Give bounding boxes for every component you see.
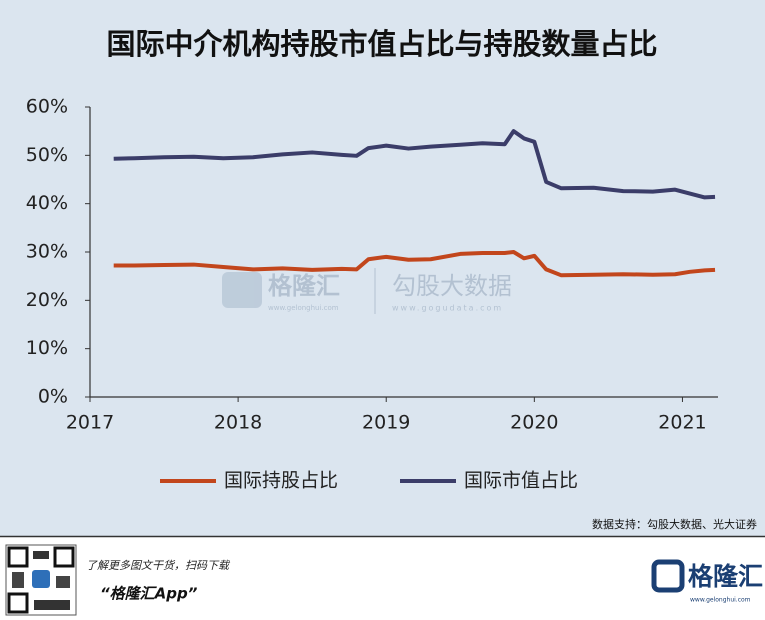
footer-app: “格隆汇App” [100, 585, 198, 603]
qr-module [56, 576, 70, 588]
qr-finder [7, 592, 29, 614]
qr-module [12, 572, 24, 588]
y-tick-label: 0% [38, 386, 68, 408]
y-tick-label: 40% [26, 192, 68, 214]
watermark-icon [222, 272, 262, 308]
y-tick-label: 60% [26, 96, 68, 118]
x-tick-label: 2019 [362, 412, 410, 434]
chart-title: 国际中介机构持股市值占比与持股数量占比 [106, 27, 657, 61]
y-tick-label: 30% [26, 241, 68, 263]
footer-prompt: 了解更多图文干货，扫码下载 [86, 559, 231, 572]
y-tick-label: 50% [26, 144, 68, 166]
x-tick-label: 2021 [658, 412, 706, 434]
logo-text: 格隆汇 [688, 562, 763, 591]
x-tick-label: 2018 [214, 412, 262, 434]
series-line [113, 250, 716, 278]
y-tick-label: 20% [26, 289, 68, 311]
series-line [113, 129, 716, 200]
logo-url: www.gelonghui.com [690, 597, 751, 604]
qr-module [33, 551, 49, 559]
chart-background [0, 0, 765, 536]
watermark-url: www.gelonghui.com [268, 304, 339, 312]
qr-code [5, 544, 77, 616]
x-tick-label: 2020 [510, 412, 558, 434]
qr-logo [32, 570, 50, 588]
legend-label: 国际市值占比 [464, 470, 578, 492]
source-note: 数据支持：勾股大数据、光大证券 [592, 517, 757, 531]
qr-module [34, 600, 70, 610]
x-tick-label: 2017 [66, 412, 114, 434]
logo-icon [651, 559, 685, 593]
footer-background [0, 536, 765, 620]
watermark: 格隆汇 www.gelonghui.com 勾股大数据 www.gogudata… [222, 268, 512, 314]
watermark-text: 勾股大数据 [392, 272, 512, 300]
watermark-url: www.gogudata.com [392, 304, 503, 313]
qr-finder [7, 546, 29, 568]
watermark-text: 格隆汇 [268, 272, 340, 300]
legend-label: 国际持股占比 [224, 470, 338, 492]
qr-finder [53, 546, 75, 568]
y-tick-label: 10% [26, 337, 68, 359]
